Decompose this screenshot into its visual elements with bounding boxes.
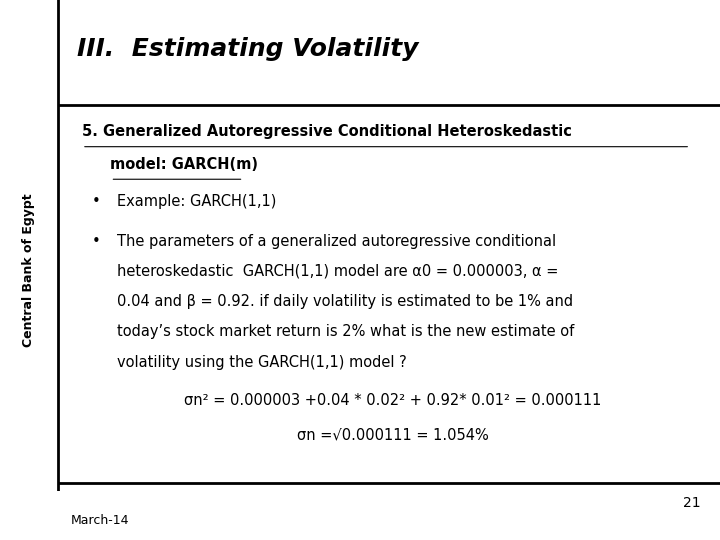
Text: 0.04 and β = 0.92. if daily volatility is estimated to be 1% and: 0.04 and β = 0.92. if daily volatility i… bbox=[117, 294, 573, 309]
Text: The parameters of a generalized autoregressive conditional: The parameters of a generalized autoregr… bbox=[117, 233, 556, 248]
Text: Example: GARCH(1,1): Example: GARCH(1,1) bbox=[117, 194, 276, 210]
Text: Central Bank of Egypt: Central Bank of Egypt bbox=[22, 193, 35, 347]
Text: 5. Generalized Autoregressive Conditional Heteroskedastic: 5. Generalized Autoregressive Conditiona… bbox=[82, 125, 572, 139]
Text: III.  Estimating Volatility: III. Estimating Volatility bbox=[78, 37, 419, 62]
Text: σn =√0.000111 = 1.054%: σn =√0.000111 = 1.054% bbox=[297, 427, 488, 442]
Text: today’s stock market return is 2% what is the new estimate of: today’s stock market return is 2% what i… bbox=[117, 325, 574, 339]
Text: volatility using the GARCH(1,1) model ?: volatility using the GARCH(1,1) model ? bbox=[117, 355, 407, 370]
Text: model: GARCH(m): model: GARCH(m) bbox=[110, 157, 258, 172]
Text: March-14: March-14 bbox=[71, 514, 130, 527]
Text: 21: 21 bbox=[683, 496, 700, 510]
Text: •: • bbox=[91, 194, 100, 210]
Text: heteroskedastic  GARCH(1,1) model are α0 = 0.000003, α =: heteroskedastic GARCH(1,1) model are α0 … bbox=[117, 264, 558, 279]
Text: •: • bbox=[91, 233, 100, 248]
Text: σn² = 0.000003 +0.04 * 0.02² + 0.92* 0.01² = 0.000111: σn² = 0.000003 +0.04 * 0.02² + 0.92* 0.0… bbox=[184, 393, 601, 408]
